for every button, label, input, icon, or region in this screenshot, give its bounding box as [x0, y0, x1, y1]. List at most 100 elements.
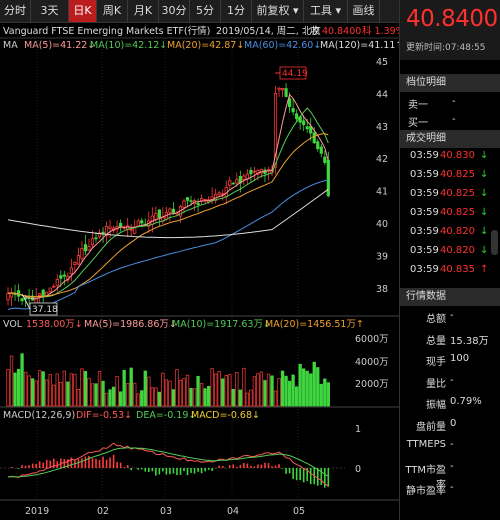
stat-label: 总额	[426, 314, 446, 325]
trade-price: 40.830	[440, 150, 475, 161]
depth-title: 档位明细	[400, 74, 500, 92]
price-tick: 43	[376, 122, 388, 133]
trade-time: 03:59	[410, 264, 439, 275]
trade-time: 03:59	[410, 169, 439, 180]
price-tick: 44	[376, 89, 388, 100]
stat-value: -	[450, 310, 454, 321]
stat-row: 盘前量 0	[400, 418, 500, 440]
trade-row: 03:59 40.830 ↓	[410, 150, 500, 169]
toolbar-item[interactable]: 日K	[69, 0, 97, 22]
trade-row: 03:59 40.825 ↓	[410, 169, 500, 188]
stat-label: 总量	[426, 335, 446, 347]
trade-list[interactable]: 03:59 40.830 ↓ 03:59 40.825 ↓ 03:59 40.825 ↓ 03:5…	[410, 150, 500, 283]
stat-value: 0	[450, 417, 457, 429]
trade-direction-icon: ↑	[480, 264, 489, 275]
trade-price: 40.825	[440, 188, 475, 199]
stat-value: 15.38万	[450, 335, 489, 347]
trade-list-scrollbar[interactable]	[491, 230, 498, 255]
price-tick: 45	[376, 57, 388, 68]
volume-tick: 6000万	[355, 334, 389, 345]
stat-row: 量比 -	[400, 375, 500, 397]
legend-label: MACD(12,26,9)	[3, 410, 75, 421]
stat-row: 振幅 0.79%	[400, 396, 500, 418]
toolbar-item[interactable]: 5分	[190, 0, 221, 22]
trade-time: 03:59	[410, 188, 439, 199]
update-time: 更新时间:07:48:55	[406, 43, 486, 53]
macd-histogram	[7, 442, 330, 488]
date-tick: 05	[293, 506, 305, 517]
stats-title: 行情数据	[400, 288, 500, 306]
legend-item: MACD=-0.68↓	[191, 410, 260, 421]
stat-value: -	[450, 460, 454, 472]
trade-row: 03:59 40.825 ↓	[410, 207, 500, 226]
stat-row: 总额 -	[400, 310, 500, 332]
legend-label: MA	[3, 40, 18, 51]
legend-item: MA(120)=41.11↑	[320, 40, 399, 51]
toolbar-item[interactable]: 分时	[0, 0, 31, 22]
toolbar-item[interactable]: 月K	[128, 0, 159, 22]
stat-value: 0.79%	[450, 396, 482, 407]
trade-price: 40.835	[440, 264, 475, 275]
trade-time: 03:59	[410, 207, 439, 218]
trade-time: 03:59	[410, 226, 439, 237]
quote-title: Vanguard FTSE Emerging Markets ETF(行情)	[3, 25, 210, 37]
toolbar-item[interactable]: 3天	[31, 0, 69, 22]
legend-item: DEA=-0.19↓	[136, 410, 196, 421]
candlesticks	[6, 83, 330, 313]
kline-chart[interactable]: Vanguard FTSE Emerging Markets ETF(行情) 2…	[0, 22, 399, 520]
toolbar-item[interactable]: 1分	[221, 0, 252, 22]
trades-title: 成交明细	[400, 130, 500, 148]
macd-tick: 1	[355, 424, 361, 435]
stat-label: TTMEPS	[406, 439, 446, 450]
date-tick: 2019	[25, 506, 49, 517]
volume-tick: 4000万	[355, 357, 389, 368]
stat-label: 盘前量	[416, 421, 446, 433]
toolbar-item[interactable]: 前复权 ▾	[252, 0, 304, 22]
low-price-marker: 37.18	[32, 305, 58, 315]
stat-label: 现手	[426, 357, 446, 368]
trade-direction-icon: ↓	[480, 245, 489, 256]
panel-divider	[399, 0, 400, 520]
stat-row: 静市盈率 -	[400, 482, 500, 504]
trade-price: 40.825	[440, 207, 475, 218]
sell1-value: -	[452, 96, 456, 107]
macd-legend: MACD(12,26,9) DIF=-0.53↓ DEA=-0.19↓MACD=-0…	[3, 410, 260, 421]
stat-value: -	[450, 439, 454, 450]
legend-item: MA(60)=42.60↓	[244, 40, 321, 51]
volume-tick: 2000万	[355, 379, 389, 390]
trade-price: 40.820	[440, 226, 475, 237]
toolbar-item[interactable]: 画线	[348, 0, 380, 22]
price-header	[400, 0, 500, 60]
price-tick: 39	[376, 251, 388, 262]
legend-label: VOL	[3, 319, 23, 330]
close-label: 收	[310, 25, 320, 37]
legend-item: MA(20)=1456.51万↑	[265, 319, 364, 330]
date-axis: 2019 02 03 04 05	[25, 506, 305, 517]
trade-price: 40.820	[440, 245, 475, 256]
vol-legend: VOL 1538.00万↓ MA(5)=1986.86万↓MA(10)=1917.6…	[3, 319, 364, 330]
legend-item: MA(10)=42.12↓	[90, 40, 167, 51]
trade-row: 03:59 40.825 ↓	[410, 188, 500, 207]
stat-label: TTM市盈率	[405, 464, 446, 491]
stat-value: -	[450, 374, 454, 386]
moving-averages	[7, 93, 329, 310]
stat-label: 振幅	[426, 400, 446, 411]
date-tick: 03	[160, 506, 172, 517]
toolbar-item[interactable]: 30分	[159, 0, 190, 22]
stat-label: 量比	[426, 378, 446, 390]
stat-row: 总量 15.38万	[400, 332, 500, 354]
trade-time: 03:59	[410, 150, 439, 161]
buy1-label: 买一	[408, 118, 428, 129]
trade-direction-icon: ↓	[480, 226, 489, 237]
last-price: 40.8400	[406, 6, 498, 32]
legend-item: MA(5)=1986.86万↓	[84, 319, 177, 330]
trade-direction-icon: ↓	[480, 188, 489, 199]
toolbar-item[interactable]: 周K	[97, 0, 128, 22]
toolbar-item[interactable]: 工具 ▾	[304, 0, 348, 22]
price-tick: 38	[376, 284, 388, 295]
trade-row: 03:59 40.820 ↓	[410, 245, 500, 264]
legend-item: DIF=-0.53↓	[76, 410, 132, 421]
change-pct: 科 1.39%	[362, 25, 399, 37]
trade-direction-icon: ↓	[480, 150, 489, 161]
stat-value: 100	[450, 353, 470, 364]
